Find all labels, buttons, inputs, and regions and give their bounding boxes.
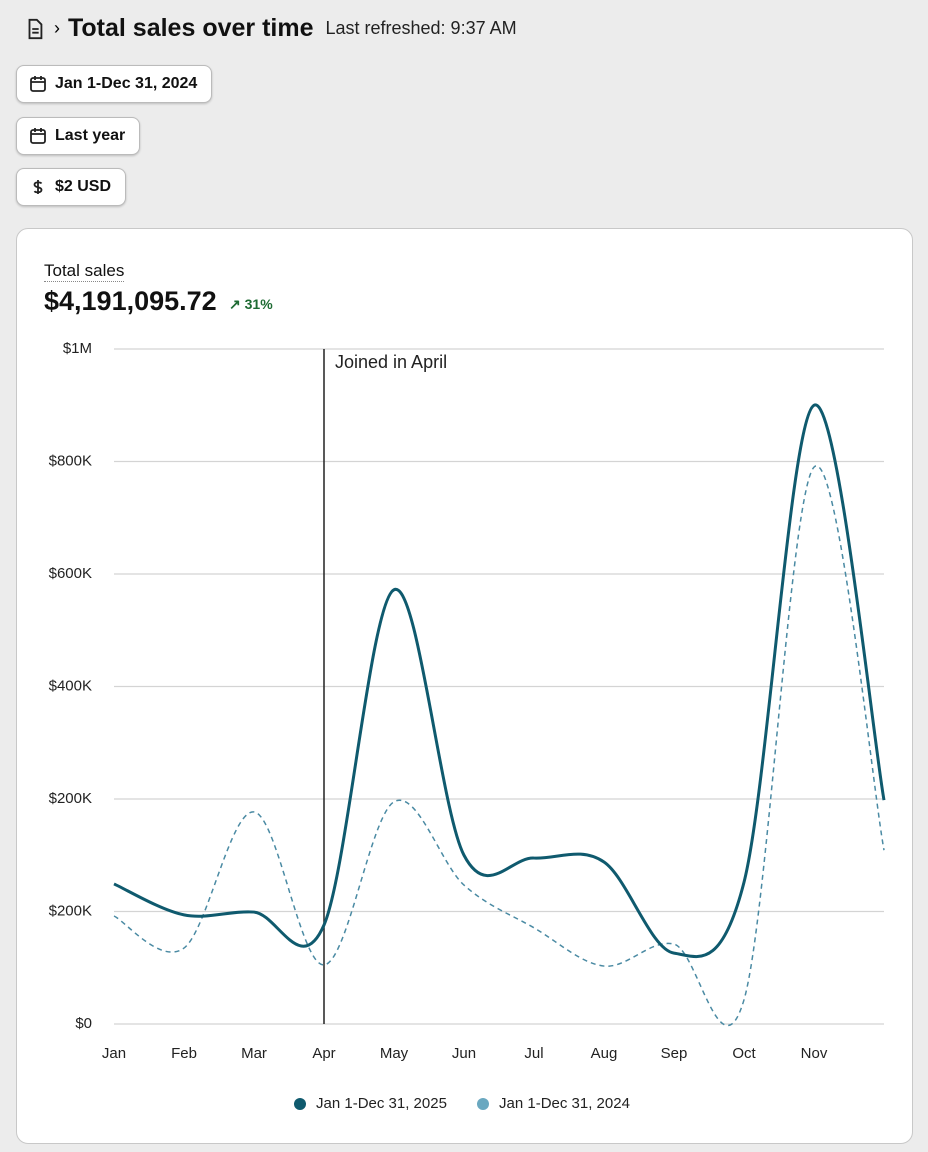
filter-text: Jan 1-Dec 31, 2024 — [55, 75, 198, 92]
header: › Total sales over time Last refreshed: … — [24, 14, 517, 43]
y-tick-label: $200K — [49, 902, 92, 919]
change-value: 31% — [244, 296, 273, 312]
date-filter[interactable]: Jan 1-Dec 31, 2024 — [16, 65, 213, 103]
title: Total sales over time — [68, 14, 314, 42]
currency-filter[interactable]: $2 USD — [16, 168, 127, 206]
legend-swatch — [294, 1098, 306, 1110]
y-tick-label: $400K — [49, 677, 92, 694]
x-tick-label: Aug — [591, 1045, 618, 1062]
legend-swatch — [477, 1098, 489, 1110]
x-tick-label: Oct — [732, 1045, 756, 1062]
x-tick-label: Jul — [524, 1045, 543, 1062]
y-tick-label: $600K — [49, 565, 92, 582]
metric-label: Total sales — [44, 261, 125, 282]
x-tick-label: Sep — [661, 1045, 688, 1062]
series-line — [113, 403, 886, 959]
x-tick-label: Mar — [241, 1045, 267, 1062]
legend-label: Jan 1-Dec 31, 2025 — [316, 1095, 447, 1112]
y-tick-label: $1M — [63, 340, 92, 357]
series-line — [113, 465, 885, 1027]
y-tick-label: $200K — [49, 790, 92, 807]
legend-label: Jan 1-Dec 31, 2024 — [499, 1095, 630, 1112]
chevron: › — [54, 18, 60, 38]
annotation-text: Joined in April — [335, 352, 447, 372]
metric-total: $4,191,095.72 — [44, 286, 217, 316]
filter-text: $2 USD — [55, 178, 112, 195]
x-tick-label: Feb — [171, 1045, 197, 1062]
x-tick-label: Nov — [801, 1045, 828, 1062]
x-tick-label: May — [380, 1045, 409, 1062]
x-tick-label: Jun — [452, 1045, 476, 1062]
report-icon — [28, 18, 43, 39]
y-tick-label: $0 — [75, 1015, 92, 1032]
filter-text: Last year — [55, 127, 126, 144]
refreshed: Last refreshed: 9:37 AM — [325, 18, 517, 38]
metric-change: ↗ 31% — [229, 296, 273, 312]
y-tick-label: $800K — [49, 452, 92, 469]
x-tick-label: Apr — [312, 1045, 335, 1062]
compare-filter[interactable]: Last year — [16, 117, 141, 155]
x-tick-label: Jan — [102, 1045, 126, 1062]
